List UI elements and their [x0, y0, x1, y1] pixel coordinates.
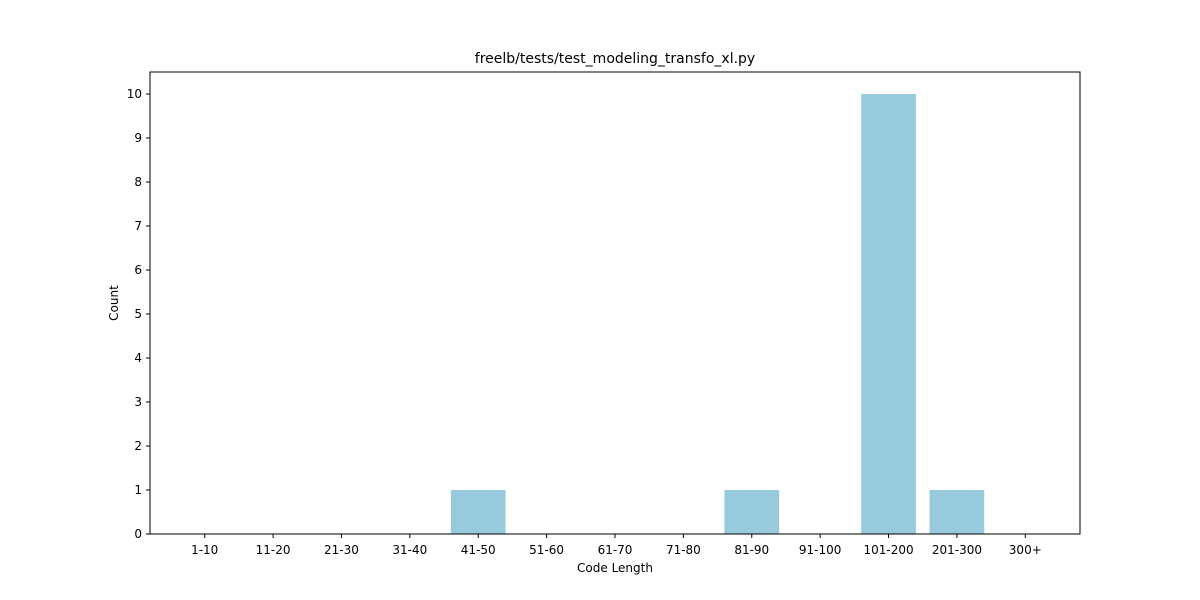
x-tick-label: 61-70 — [598, 543, 633, 557]
bar-41-50 — [450, 490, 506, 534]
x-tick-label: 71-80 — [666, 543, 701, 557]
y-tick-label: 6 — [134, 263, 142, 277]
x-tick-label: 81-90 — [734, 543, 769, 557]
x-tick-label: 41-50 — [461, 543, 496, 557]
x-tick-label: 31-40 — [392, 543, 427, 557]
y-tick-label: 1 — [134, 483, 142, 497]
y-tick-label: 8 — [134, 175, 142, 189]
x-tick-label: 300+ — [1009, 543, 1042, 557]
y-tick-label: 7 — [134, 219, 142, 233]
chart-title: freelb/tests/test_modeling_transfo_xl.py — [475, 51, 755, 67]
y-tick-label: 3 — [134, 395, 142, 409]
y-tick-label: 5 — [134, 307, 142, 321]
y-axis-label: Count — [107, 285, 121, 321]
y-tick-label: 4 — [134, 351, 142, 365]
x-tick-label: 1-10 — [191, 543, 218, 557]
plot-frame — [149, 71, 1081, 535]
x-tick-label: 91-100 — [799, 543, 842, 557]
y-tick-label: 9 — [134, 131, 142, 145]
x-axis-label: Code Length — [577, 561, 653, 575]
x-axis: 1-10 11-20 21-30 31-40 41-50 51-60 61-70 71-80 8… — [191, 534, 1042, 557]
y-axis: 0 1 2 3 4 5 6 7 8 9 10 — [127, 87, 150, 541]
y-tick-label: 10 — [127, 87, 142, 101]
bar-101-200 — [861, 94, 916, 534]
x-tick-label: 101-200 — [863, 543, 913, 557]
y-tick-label: 0 — [134, 527, 142, 541]
y-tick-label: 2 — [134, 439, 142, 453]
bar-201-300 — [929, 490, 985, 534]
x-tick-label: 51-60 — [529, 543, 564, 557]
x-tick-label: 201-300 — [932, 543, 982, 557]
x-tick-label: 11-20 — [256, 543, 291, 557]
x-tick-label: 21-30 — [324, 543, 359, 557]
bars-group — [450, 94, 985, 534]
bar-81-90 — [724, 490, 780, 534]
